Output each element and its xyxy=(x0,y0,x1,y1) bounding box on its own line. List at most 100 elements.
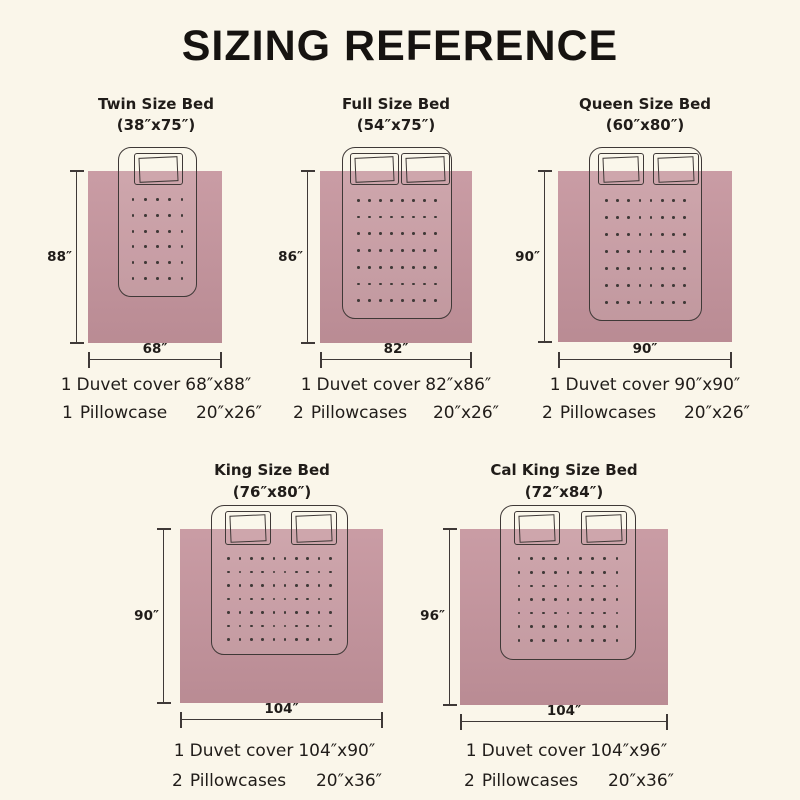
mattress-dot xyxy=(616,284,620,287)
mattress-dot xyxy=(660,301,664,304)
pillow-icon xyxy=(134,153,183,185)
mattress-dot xyxy=(616,267,620,270)
mattress-dot xyxy=(261,611,264,614)
height-dimension-line xyxy=(442,528,457,706)
mattress-dot xyxy=(649,301,653,304)
mattress-dot xyxy=(329,597,332,601)
mattress-dot xyxy=(434,299,437,302)
mattress-dot xyxy=(554,584,558,588)
mattress-dot xyxy=(295,611,298,614)
mattress-dot xyxy=(131,245,135,249)
mattress-dot xyxy=(649,250,653,253)
mattress-dot xyxy=(295,637,298,641)
mattress-dot xyxy=(390,299,393,302)
duvet-size: 82″x86″ xyxy=(425,375,492,395)
mattress-dot xyxy=(683,284,686,287)
mattress-dot xyxy=(423,232,426,236)
mattress-dot xyxy=(603,571,606,574)
mattress-dot xyxy=(249,570,253,574)
duvet-size: 104″x90″ xyxy=(298,741,376,761)
mattress-dot xyxy=(283,557,287,561)
mattress-dot xyxy=(306,557,310,561)
pillowcase-qty: 2 xyxy=(464,771,475,791)
mattress-dot xyxy=(379,215,382,219)
mattress-dot xyxy=(603,625,606,628)
width-dimension-line: 68″ xyxy=(88,341,222,368)
mattress-dot xyxy=(578,638,582,642)
mattress-dot xyxy=(131,198,135,202)
mattress-dot xyxy=(390,199,393,202)
mattress-dot xyxy=(401,299,404,302)
mattress-dot xyxy=(317,624,321,628)
mattress-dot xyxy=(627,250,631,253)
mattress-dot xyxy=(357,199,360,202)
mattress-dot xyxy=(529,638,533,642)
height-dimension-label: 90″ xyxy=(134,608,159,624)
mattress-dot xyxy=(272,584,276,587)
bed-dimensions: (38″x75″) xyxy=(116,116,196,134)
mattress-dot xyxy=(683,301,686,304)
pillowcase-spec: 1 Pillowcase 20″x26″ xyxy=(62,403,262,423)
mattress-dot xyxy=(261,557,264,561)
mattress-dot xyxy=(591,625,594,628)
mattress-dot xyxy=(615,557,619,561)
mattress-dot xyxy=(168,229,172,233)
mattress-dot xyxy=(605,216,608,219)
mattress-dot xyxy=(306,624,310,628)
pillowcase-spec: 2 Pillowcases 20″x26″ xyxy=(293,403,499,423)
mattress-dot xyxy=(283,637,287,641)
mattress-dot xyxy=(249,597,253,601)
mattress-dot xyxy=(529,557,533,561)
bed-name: Twin Size Bed xyxy=(98,95,214,113)
mattress-dot xyxy=(627,267,631,270)
mattress-dot xyxy=(434,232,437,236)
mattress-dot xyxy=(671,233,675,236)
duvet-qty: 1 xyxy=(300,375,312,395)
mattress-dot xyxy=(434,282,437,286)
mattress-dot xyxy=(627,284,631,287)
mattress-dot xyxy=(412,249,415,252)
mattress-dot xyxy=(156,229,159,233)
mattress-dot xyxy=(329,557,332,561)
mattress-dot xyxy=(317,584,321,587)
mattress-dot xyxy=(379,199,382,202)
duvet-label: Duvet cover xyxy=(76,375,181,395)
mattress-dot xyxy=(249,557,253,561)
pillowcase-size: 20″x26″ xyxy=(683,403,750,423)
mattress-dot xyxy=(379,265,382,269)
duvet-cover-area xyxy=(460,529,668,705)
mattress-dot xyxy=(283,624,287,628)
mattress-dot xyxy=(638,233,642,236)
pillowcase-spec: 2 Pillowcases 20″x36″ xyxy=(464,771,674,791)
mattress-dot xyxy=(434,265,437,269)
mattress-dot xyxy=(272,570,276,574)
mattress-dot xyxy=(603,638,606,642)
mattress-dot xyxy=(566,598,570,601)
pillow-icon xyxy=(350,153,399,185)
duvet-spec: 1 Duvet cover 82″x86″ xyxy=(296,375,496,395)
pillow-icon xyxy=(653,153,699,185)
duvet-spec: 1 Duvet cover 104″x90″ xyxy=(172,741,377,761)
mattress-dot xyxy=(649,216,653,219)
mattress-dot xyxy=(566,571,570,574)
mattress-dot xyxy=(249,611,253,614)
mattress-dot xyxy=(616,301,620,304)
mattress-dot xyxy=(660,250,664,253)
mattress-dot xyxy=(317,637,321,641)
pillowcase-label: Pillowcases xyxy=(481,771,579,791)
mattress-dot xyxy=(591,584,594,588)
mattress-dot xyxy=(329,570,332,574)
mattress-dot xyxy=(227,637,230,641)
mattress-dot xyxy=(615,598,619,601)
mattress-dot xyxy=(295,597,298,601)
mattress-dot xyxy=(180,229,184,233)
mattress-dot xyxy=(615,571,619,574)
mattress-dot xyxy=(638,267,642,270)
mattress-dot xyxy=(401,232,404,236)
mattress-dot xyxy=(261,624,264,628)
mattress-dot xyxy=(423,215,426,219)
mattress-dot xyxy=(554,611,558,615)
width-dimension-label: 68″ xyxy=(142,341,168,357)
pillowcase-label: Pillowcases xyxy=(310,403,408,423)
